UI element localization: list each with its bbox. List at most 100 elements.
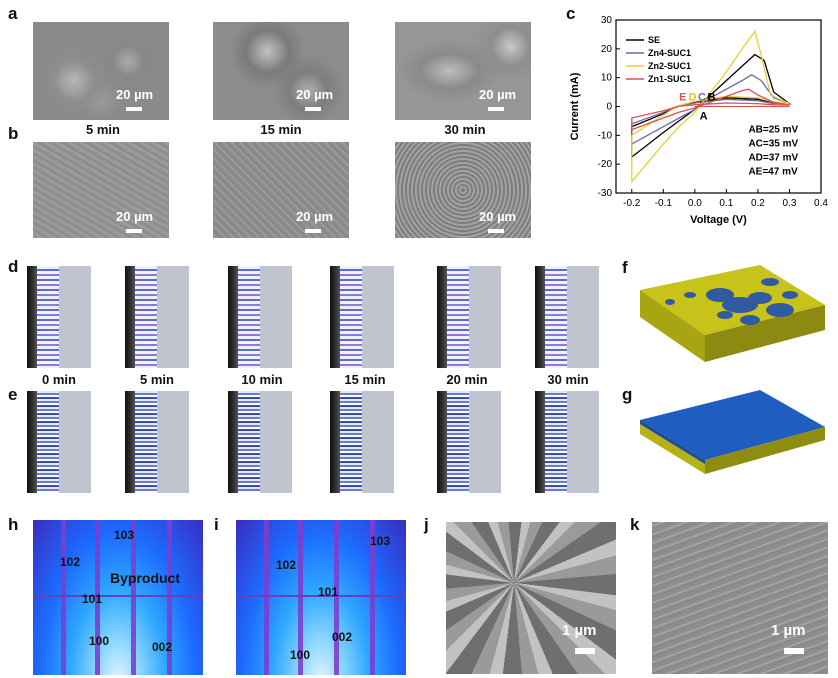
x-tick-label: -0.2 [623,198,641,209]
point-label: B [707,92,715,104]
xrd-h-label-103: 103 [114,528,135,542]
cross-section-caption: 15 min [344,372,386,387]
cross-section-image [228,391,292,493]
panel-label-a: a [8,4,18,23]
scale-bar [488,107,504,111]
cross-section-image [125,391,189,493]
scale-label: 20 µm [296,87,334,102]
sem-image-a-15min [213,22,349,120]
xrd-h-label-100: 100 [89,634,110,648]
scale-label: 20 µm [479,209,517,224]
x-axis-label: Voltage (V) [690,214,747,226]
panel-label-c: c [566,4,576,23]
point-label: E [679,92,686,104]
y-axis-label: Current (mA) [569,72,581,140]
scale-label: 1 µm [562,622,597,639]
cross-section-caption: 20 min [446,372,488,387]
scale-bar [126,107,142,111]
x-tick-label: 0.3 [783,198,797,209]
y-tick-label: -20 [598,159,613,170]
sem-image-b-15min [213,142,349,238]
panel-label-g: g [622,385,633,404]
x-tick-label: 0.2 [751,198,765,209]
sem-image-b-30min [395,142,531,238]
cross-section-image [535,266,599,368]
caption-5min: 5 min [86,122,120,137]
scale-bar [305,229,321,233]
caption-30min: 30 min [444,122,486,137]
scale-bar [126,229,142,233]
xrd-i-label-101: 101 [318,585,339,599]
cross-section-caption: 10 min [241,372,283,387]
panel-label-b: b [8,124,19,143]
cross-section-caption: 30 min [547,372,589,387]
legend-label: Zn4-SUC1 [648,48,691,58]
annotation-label: AD=37 mV [748,152,798,163]
xrd-i-label-102: 102 [276,558,297,572]
xrd-h-byproduct-label: Byproduct [110,570,180,586]
panel-label-i: i [214,515,219,534]
cross-section-image [27,266,91,368]
scale-bar [575,648,595,654]
cross-section-image [437,266,501,368]
y-tick-label: 10 [601,73,613,84]
cv-chart: -0.2 -0.1 0.0 0.1 0.2 0.3 0.4 -30 -20 -10 0 10 20 30 V… [569,15,828,226]
point-label: D [689,92,697,104]
panel-label-d: d [8,257,19,276]
x-tick-label: -0.1 [655,198,673,209]
cross-section-image [535,391,599,493]
cross-section-caption: 5 min [140,372,174,387]
scale-label: 1 µm [771,622,806,639]
xrd-h-label-102: 102 [60,555,81,569]
series-line [631,88,790,131]
sem-image-a-5min [33,22,169,120]
point-label: C [698,92,706,104]
scale-bar [305,107,321,111]
xrd-pattern-i [236,520,406,675]
scale-label: 20 µm [296,209,334,224]
y-tick-label: 30 [601,15,613,26]
cross-section-caption: 0 min [42,372,76,387]
panel-label-j: j [424,515,429,534]
panel-label-h: h [8,515,19,534]
cross-section-image [27,391,91,493]
scale-label: 20 µm [479,87,517,102]
legend-label: Zn2-SUC1 [648,61,691,71]
legend-label: Zn1-SUC1 [648,74,691,84]
y-tick-label: -10 [598,130,613,141]
annotation-label: AC=35 mV [748,138,798,149]
panel-label-f: f [622,258,628,277]
3d-model-f [640,265,825,362]
y-tick-label: 20 [601,44,613,55]
scale-label: 20 µm [116,209,154,224]
cross-section-image [330,391,394,493]
scale-bar [488,229,504,233]
xrd-h-label-101: 101 [82,592,103,606]
cross-section-image [125,266,189,368]
sem-image-b-5min [33,142,169,238]
xrd-h-label-002: 002 [152,640,173,654]
cross-section-image [228,266,292,368]
xrd-i-label-002: 002 [332,630,353,644]
y-tick-label: -30 [598,188,613,199]
caption-15min: 15 min [260,122,302,137]
x-tick-label: 0.0 [688,198,702,209]
sem-image-a-30min [395,22,531,120]
cross-section-image [437,391,501,493]
xrd-pattern-h [33,520,203,675]
annotation-label: AE=47 mV [748,166,798,177]
y-tick-label: 0 [606,102,612,113]
panel-label-e: e [8,385,18,404]
x-tick-label: 0.4 [814,198,828,209]
xrd-i-label-100: 100 [290,648,311,662]
annotation-label: AB=25 mV [748,124,798,135]
3d-model-g [640,390,825,474]
panel-label-k: k [630,515,640,534]
point-label: A [700,110,708,122]
scale-label: 20 µm [116,87,154,102]
xrd-i-label-103: 103 [370,534,391,548]
legend-label: SE [648,35,660,45]
scale-bar [784,648,804,654]
x-tick-label: 0.1 [719,198,733,209]
cross-section-image [330,266,394,368]
